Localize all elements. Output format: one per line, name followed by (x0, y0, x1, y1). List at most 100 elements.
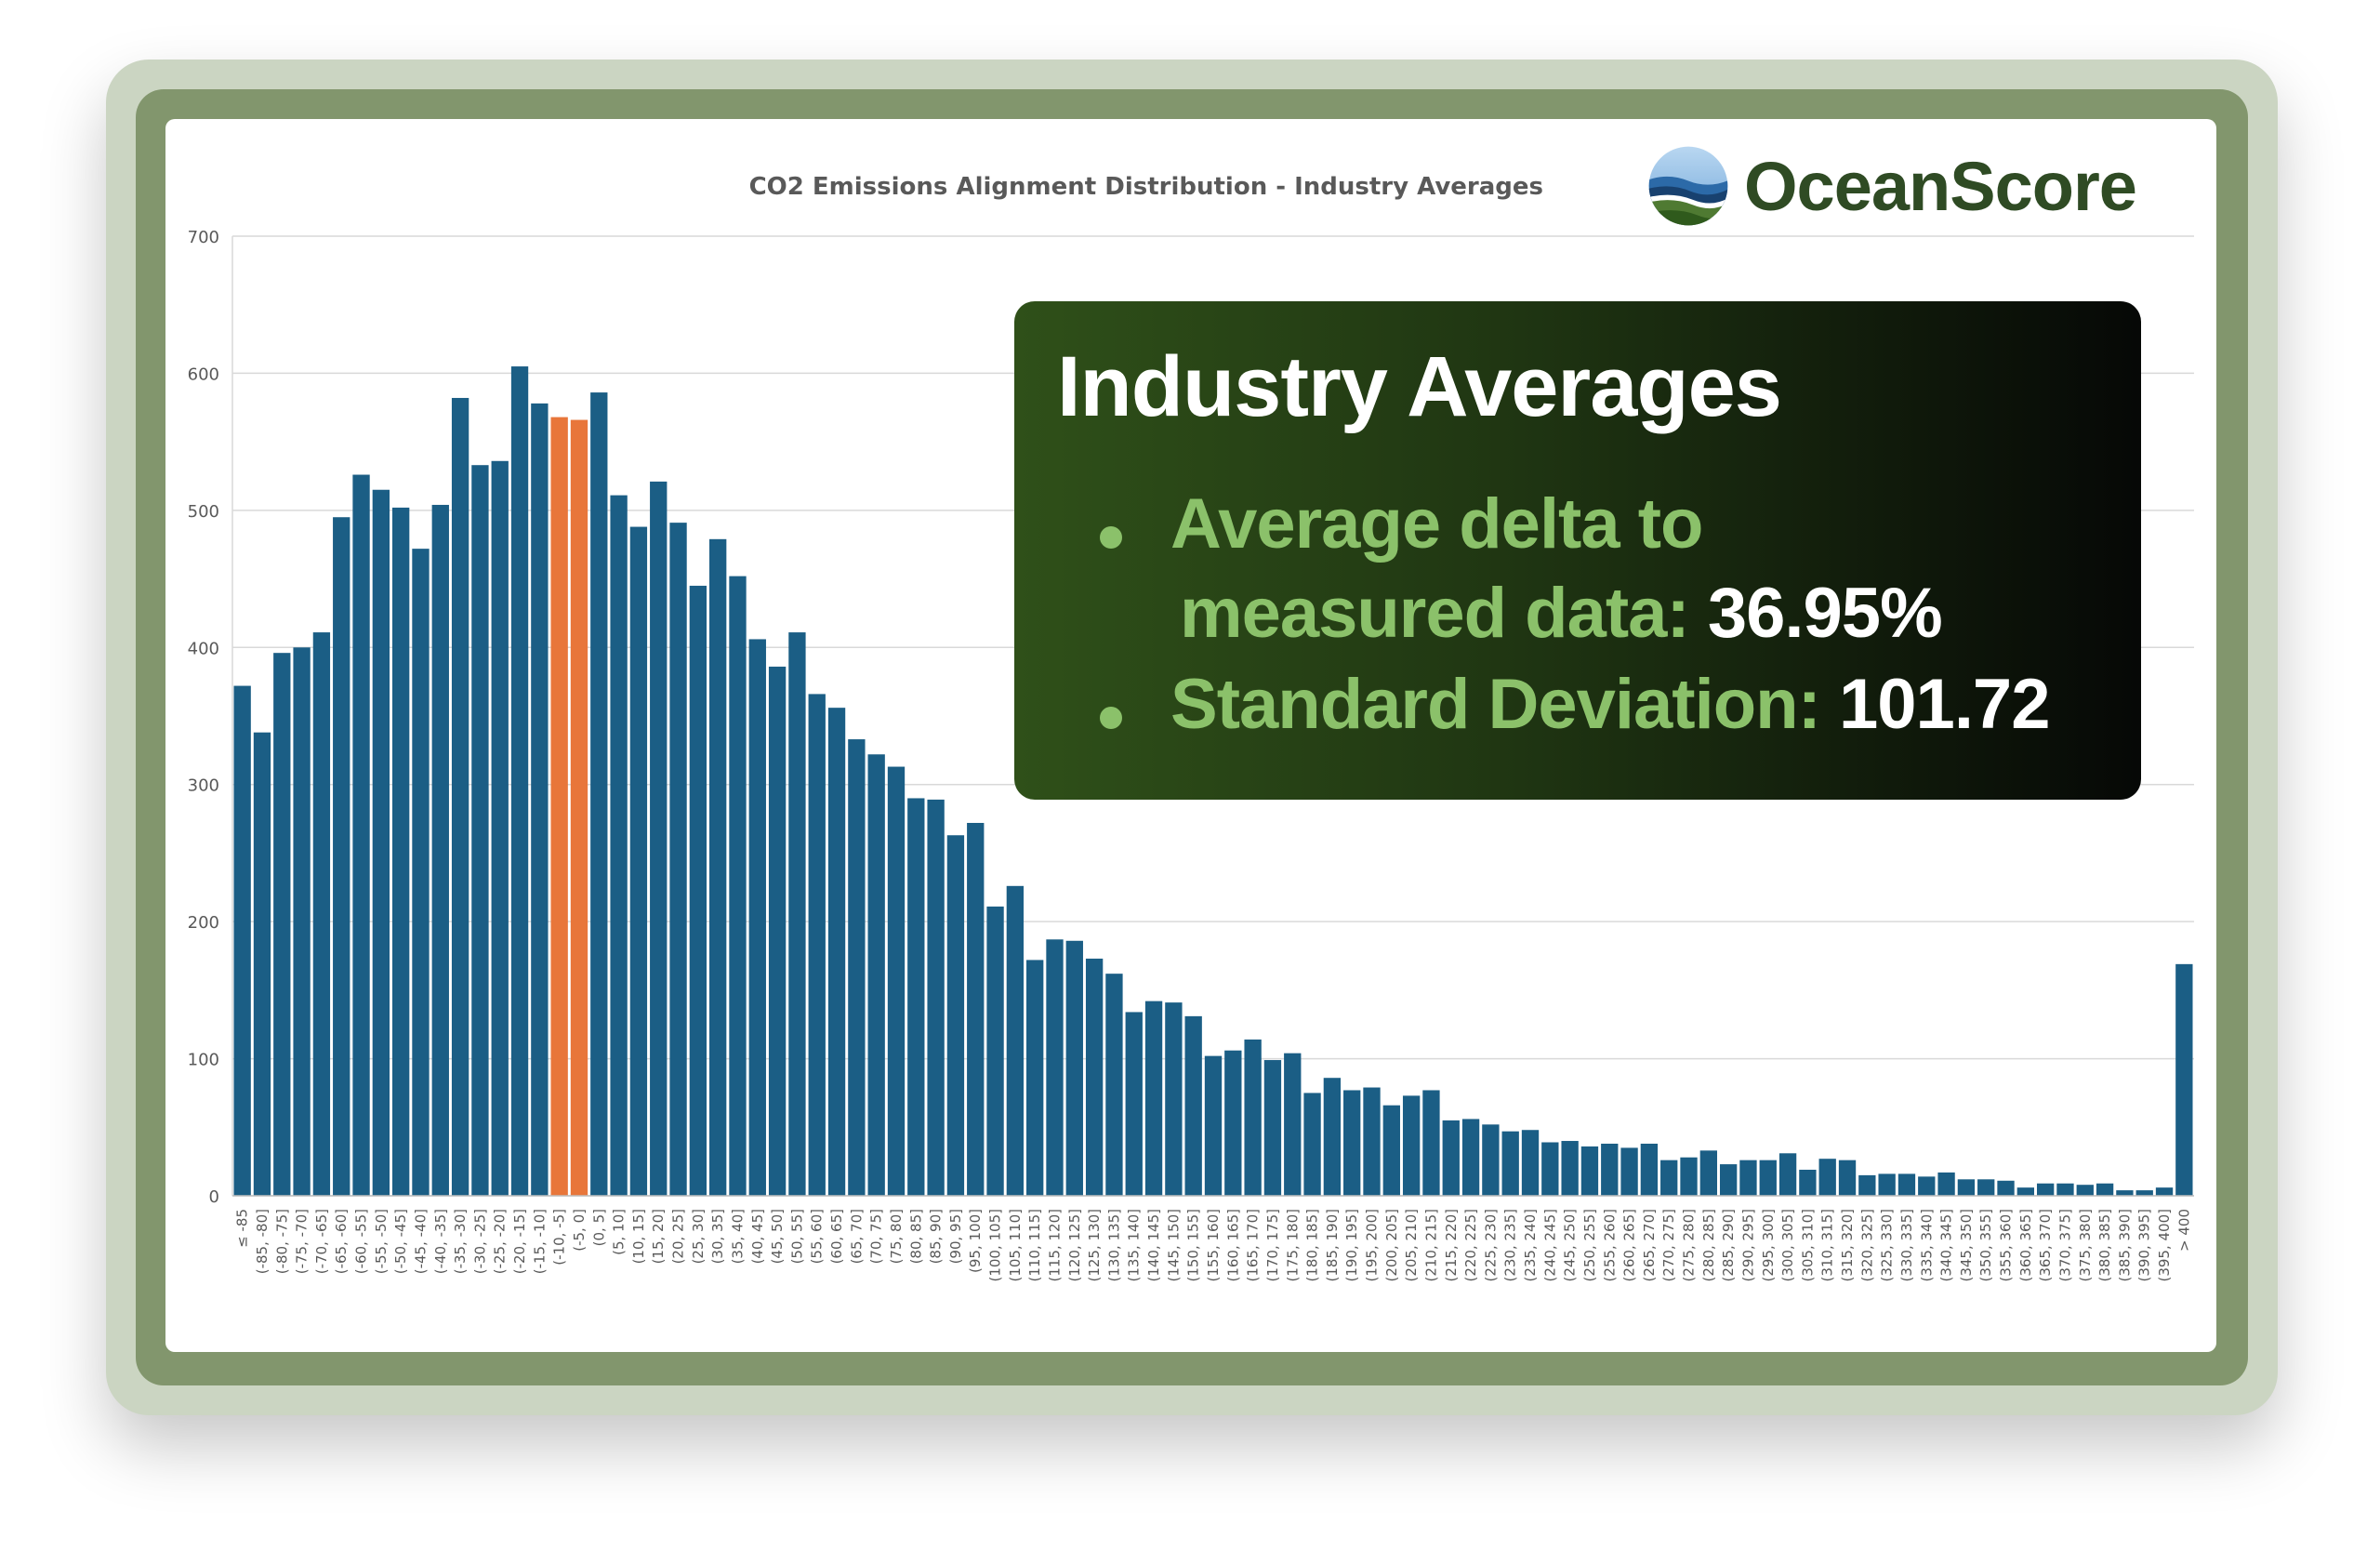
bar-chart: 0 100 200 300 400 500 600 700 ≤ -85 (-85, -80] (-8… (188, 228, 2194, 1282)
y-tick-label: 500 (188, 502, 219, 522)
bar (907, 798, 925, 1196)
x-tick-label: (65, 70] (848, 1209, 865, 1264)
y-tick-label: 0 (209, 1187, 219, 1207)
x-tick-label: (-45, -40] (412, 1209, 429, 1274)
x-tick-label: > 400 (2175, 1209, 2192, 1252)
bar (253, 732, 271, 1196)
x-tick-label: (365, 370] (2037, 1209, 2054, 1282)
x-tick-label: (45, 50] (769, 1209, 786, 1264)
bar (1085, 958, 1104, 1196)
bar (1897, 1173, 1916, 1196)
x-tick-label: (-40, -35] (432, 1209, 449, 1274)
bar (510, 366, 529, 1196)
x-tick-label: (395, 400] (2156, 1209, 2173, 1282)
bar (867, 754, 885, 1196)
x-tick-label: (-75, -70] (294, 1209, 311, 1274)
x-tick-label: (-85, -80] (254, 1209, 271, 1274)
bar (312, 632, 331, 1196)
bar (1660, 1160, 1678, 1196)
bar (1878, 1173, 1896, 1196)
x-tick-label: (115, 120] (1046, 1209, 1063, 1282)
bar (1719, 1164, 1738, 1196)
bar (451, 397, 469, 1197)
bar (808, 694, 826, 1196)
bullet-dot (1100, 526, 1122, 549)
y-tick-label: 100 (188, 1051, 219, 1070)
bar (1799, 1169, 1817, 1196)
x-tick-label: (-30, -25] (471, 1209, 488, 1274)
x-tick-label: (305, 310] (1799, 1209, 1816, 1282)
bar (1026, 960, 1044, 1196)
bar (1303, 1093, 1321, 1196)
x-tick-label: (250, 255] (1581, 1209, 1598, 1282)
bar (1977, 1179, 1995, 1196)
bullet-2-label: Standard Deviation: (1170, 665, 1821, 744)
bar (1501, 1131, 1519, 1196)
x-tick-label: (265, 270] (1641, 1209, 1658, 1282)
x-tick-label: (340, 345] (1938, 1209, 1955, 1282)
x-tick-label: (380, 385] (2096, 1209, 2113, 1282)
bar (531, 403, 549, 1196)
bar (1640, 1143, 1659, 1196)
x-tick-label: (295, 300] (1760, 1209, 1777, 1282)
x-tick-label: (310, 315] (1819, 1209, 1836, 1282)
x-tick-label: (375, 380] (2077, 1209, 2094, 1282)
highlighted-bar (570, 419, 588, 1196)
y-tick-label: 300 (188, 776, 219, 796)
bar (689, 585, 707, 1196)
x-tick-label: (360, 365] (2017, 1209, 2034, 1282)
bar (1284, 1053, 1302, 1196)
bar (967, 822, 985, 1196)
bar (1778, 1153, 1797, 1196)
x-tick-label: (40, 45] (749, 1209, 766, 1264)
x-tick-label: (30, 35] (709, 1209, 726, 1264)
bar (1065, 940, 1083, 1196)
bar (887, 766, 906, 1196)
x-tick-label: (325, 330] (1879, 1209, 1896, 1282)
bar (946, 835, 965, 1196)
bar (1818, 1159, 1836, 1196)
bar (927, 799, 945, 1196)
bar (1046, 939, 1064, 1196)
y-tick-label: 400 (188, 639, 219, 658)
bar (1144, 1001, 1163, 1196)
bar (827, 708, 846, 1196)
x-tick-label: (185, 190] (1324, 1209, 1341, 1282)
x-tick-label: (10, 15] (630, 1209, 647, 1264)
bar (233, 685, 251, 1196)
x-tick-label: (170, 175] (1264, 1209, 1281, 1282)
x-tick-label: (350, 355] (1977, 1209, 1994, 1282)
x-tick-label: (260, 265] (1621, 1209, 1638, 1282)
x-tick-label: (125, 130] (1086, 1209, 1103, 1282)
x-tick-label: (120, 125] (1066, 1209, 1083, 1282)
x-tick-label: (195, 200] (1364, 1209, 1381, 1282)
bar (1759, 1160, 1777, 1196)
bar (2175, 963, 2193, 1196)
x-tick-label: (-80, -75] (273, 1209, 290, 1274)
x-tick-label: (-55, -50] (373, 1209, 390, 1274)
bar (491, 460, 509, 1197)
bar (1244, 1039, 1262, 1196)
x-tick-label: (335, 340] (1918, 1209, 1935, 1282)
bar (1323, 1078, 1342, 1196)
x-tick-label: (25, 30] (690, 1209, 707, 1264)
bar (650, 481, 668, 1196)
bar (1422, 1090, 1440, 1196)
callout-title: Industry Averages (1057, 339, 1782, 434)
bar (1224, 1050, 1242, 1196)
x-tick-label: (105, 110] (1007, 1209, 1024, 1282)
bar (372, 489, 390, 1196)
x-tick-label: (210, 215] (1422, 1209, 1439, 1282)
x-tick-label: (5, 10] (611, 1209, 628, 1255)
brand-header: OceanScore (1646, 141, 2137, 231)
bar (1105, 974, 1123, 1196)
x-tick-label: (370, 375] (2056, 1209, 2073, 1282)
bar (1165, 1002, 1183, 1196)
industry-averages-callout: Industry Averages Average delta to measu… (1014, 301, 2141, 800)
x-tick-label: (-20, -15] (511, 1209, 528, 1274)
x-tick-label: (85, 90] (928, 1209, 945, 1264)
bar (1204, 1055, 1223, 1196)
bar (1620, 1147, 1638, 1196)
x-tick-label: (-60, -55] (353, 1209, 370, 1274)
x-tick-label: (135, 140] (1126, 1209, 1143, 1282)
